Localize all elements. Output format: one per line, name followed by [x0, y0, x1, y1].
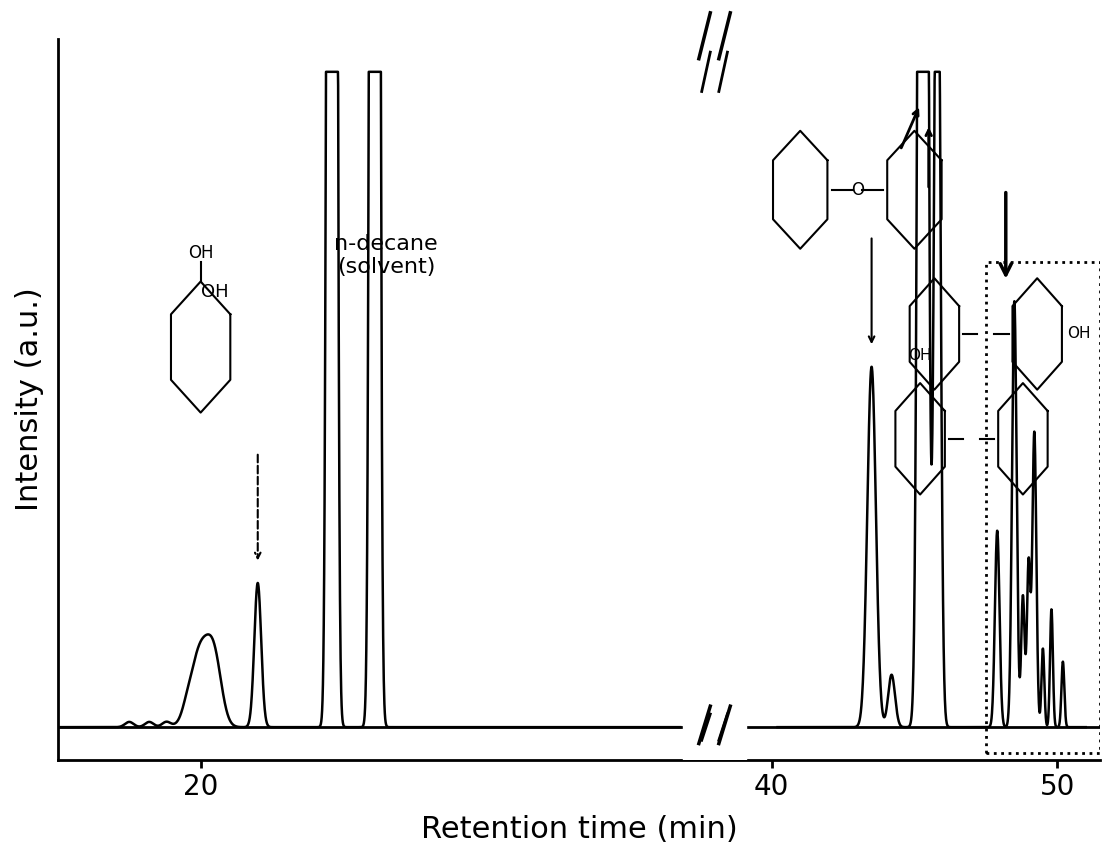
- Text: n-decane
(solvent): n-decane (solvent): [334, 234, 438, 277]
- Text: OH: OH: [201, 283, 229, 302]
- Text: OH: OH: [909, 349, 932, 363]
- Text: OH: OH: [188, 244, 213, 262]
- Y-axis label: Intensity (a.u.): Intensity (a.u.): [14, 288, 43, 511]
- Text: O: O: [851, 180, 864, 198]
- Bar: [986, 262, 1101, 753]
- Text: OH: OH: [1067, 326, 1090, 341]
- X-axis label: Retention time (min): Retention time (min): [420, 815, 737, 844]
- Bar: [683, 6, 746, 760]
